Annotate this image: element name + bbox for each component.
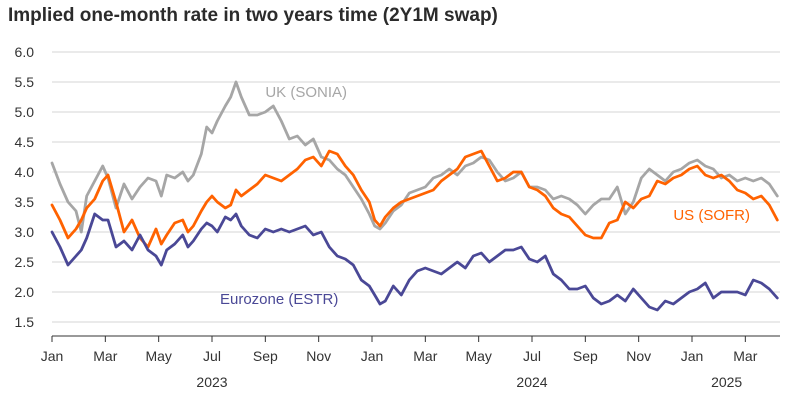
chart-title: Implied one-month rate in two years time…: [8, 5, 498, 26]
series-label-eu: Eurozone (ESTR): [220, 291, 338, 308]
y-tick-label: 4.5: [15, 134, 35, 150]
y-tick-label: 2.0: [15, 284, 35, 300]
series-labels: UK (SONIA) US (SOFR) Eurozone (ESTR): [220, 84, 750, 308]
x-tick-label: May: [465, 348, 491, 364]
y-tick-label: 6.0: [15, 44, 35, 60]
series-line-eu: [50, 212, 779, 312]
x-tick-label: Mar: [93, 348, 117, 364]
y-tick-label: 1.5: [15, 314, 35, 330]
gridlines: [52, 51, 780, 323]
y-axis-tick-labels: 6.0 5.5 5.0 4.5 4.0 3.5 3.0 2.5 2.0 1.5: [15, 44, 35, 330]
series-line-uk: [50, 80, 779, 234]
x-tick-label: Jan: [41, 348, 64, 364]
series-line-us: [50, 149, 779, 249]
x-axis-tick-labels: Jan Mar May Jul Sep Nov Jan Mar May Jul Sep Nov Jan M…: [41, 348, 758, 390]
x-axis: [51, 335, 780, 342]
x-tick-label: Jan: [681, 348, 704, 364]
y-tick-label: 5.0: [15, 104, 35, 120]
y-tick-label: 3.0: [15, 224, 35, 240]
x-tick-label: Nov: [626, 348, 651, 364]
series-label-uk: UK (SONIA): [265, 84, 347, 101]
y-tick-label: 3.5: [15, 194, 35, 210]
x-tick-label: Sep: [573, 348, 598, 364]
x-tick-label: Mar: [733, 348, 757, 364]
x-year-label: 2025: [711, 374, 742, 390]
y-tick-label: 4.0: [15, 164, 35, 180]
series-lines: [50, 80, 779, 312]
y-tick-label: 5.5: [15, 74, 35, 90]
x-tick-label: Jan: [361, 348, 384, 364]
x-tick-label: Jul: [203, 348, 221, 364]
y-tick-label: 2.5: [15, 254, 35, 270]
series-label-us: US (SOFR): [673, 207, 750, 224]
x-tick-label: Sep: [253, 348, 278, 364]
x-tick-label: Nov: [306, 348, 331, 364]
x-tick-label: Mar: [413, 348, 437, 364]
x-year-label: 2023: [196, 374, 227, 390]
x-tick-label: May: [145, 348, 171, 364]
x-year-label: 2024: [516, 374, 547, 390]
x-tick-label: Jul: [523, 348, 541, 364]
